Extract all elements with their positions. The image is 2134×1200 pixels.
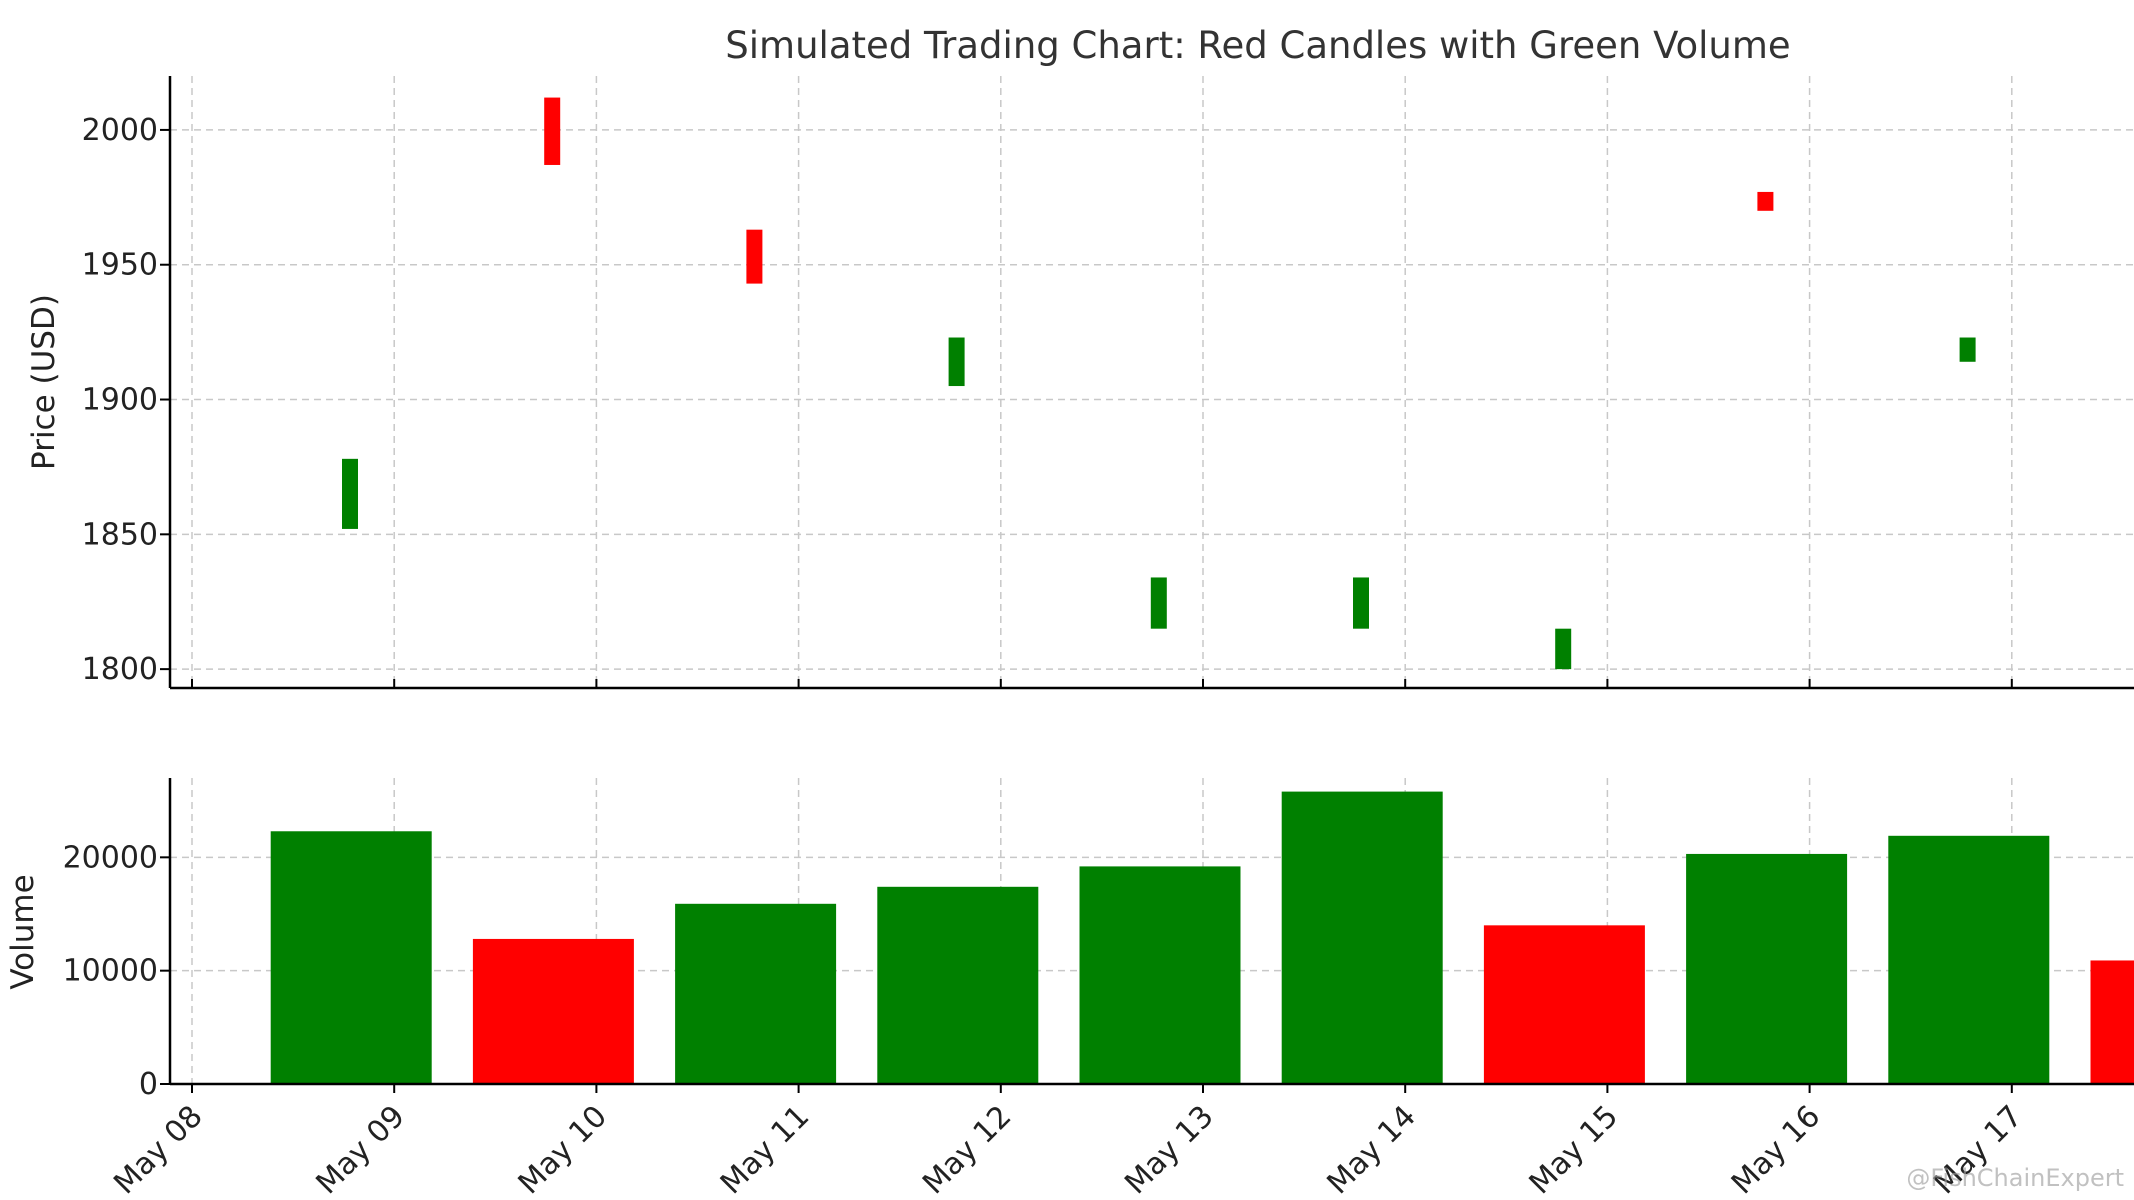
x-tick-label: May 13 — [1118, 1099, 1220, 1200]
volume-bar-may-09 — [270, 831, 432, 1084]
volume-bar-may-17 — [1888, 835, 2050, 1084]
price-y-ticks: 1800 1850 1900 1950 2000 — [82, 113, 170, 687]
x-tick-label: May 15 — [1523, 1099, 1625, 1200]
price-y-tick-label: 1850 — [82, 517, 158, 552]
x-tick-label: May 10 — [512, 1099, 614, 1200]
watermark: @FishChainExpert — [1906, 1164, 2124, 1192]
candle-may-09 — [544, 97, 561, 165]
candle-may-15 — [1757, 191, 1774, 211]
price-y-tick-label: 1900 — [82, 383, 158, 418]
volume-y-tick-label: 0 — [139, 1067, 158, 1102]
price-panel: 1800 1850 1900 1950 2000 Price (USD) — [26, 76, 2134, 690]
volume-bars — [270, 791, 2134, 1084]
volume-y-axis-title: Volume — [5, 874, 41, 989]
price-y-tick-label: 2000 — [82, 113, 158, 148]
chart-title: Simulated Trading Chart: Red Candles wit… — [725, 24, 1790, 67]
candle-may-12 — [1150, 577, 1167, 629]
x-tick-label: May 09 — [310, 1099, 412, 1200]
candle-may-08 — [342, 458, 358, 529]
volume-bar-may-11 — [675, 903, 837, 1084]
price-x-tick-marks — [191, 679, 2013, 688]
candle-may-11 — [948, 337, 965, 387]
volume-bar-may-18 — [2090, 960, 2134, 1084]
candle-may-10 — [746, 229, 763, 284]
volume-bar-may-12 — [877, 886, 1039, 1084]
x-tick-label: May 08 — [107, 1099, 209, 1200]
volume-bar-may-10 — [472, 938, 634, 1084]
price-candles — [342, 97, 1976, 670]
x-tick-label: May 11 — [714, 1099, 816, 1200]
volume-y-tick-label: 20000 — [63, 840, 158, 875]
volume-y-tick-label: 10000 — [63, 954, 158, 989]
price-grid — [170, 76, 2134, 688]
x-tick-label: May 16 — [1725, 1099, 1827, 1200]
volume-y-ticks: 0 10000 20000 — [63, 840, 170, 1102]
price-y-axis-title: Price (USD) — [26, 294, 62, 470]
price-y-tick-label: 1950 — [82, 248, 158, 283]
price-y-tick-label: 1800 — [82, 652, 158, 687]
volume-x-ticks: May 08 May 09 May 10 May 11 May 12 May 13 May … — [107, 1084, 2029, 1200]
volume-bar-may-15 — [1483, 925, 1645, 1084]
candle-may-14 — [1555, 628, 1572, 670]
volume-bar-may-16 — [1686, 853, 1848, 1084]
x-tick-label: May 14 — [1321, 1099, 1423, 1200]
candle-may-13 — [1353, 577, 1369, 629]
candle-may-16 — [1959, 337, 1976, 362]
volume-bar-may-14 — [1281, 791, 1443, 1084]
x-tick-label: May 12 — [916, 1099, 1018, 1200]
volume-bar-may-13 — [1079, 866, 1241, 1084]
